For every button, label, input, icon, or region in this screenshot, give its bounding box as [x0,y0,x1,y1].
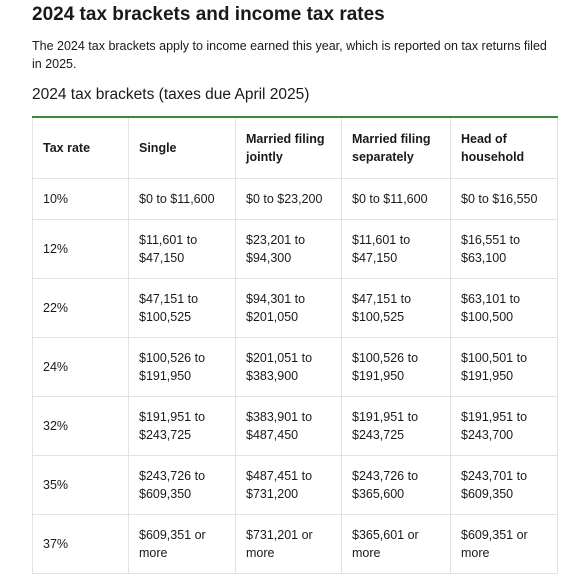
bracket-range: $191,951 to $243,725 [128,396,236,456]
bracket-range: $0 to $11,600 [341,178,451,220]
table-row: 35% $243,726 to $609,350 $487,451 to $731,… [32,455,558,515]
tax-rate: 32% [32,396,129,456]
bracket-range: $191,951 to $243,725 [341,396,451,456]
bracket-range: $47,151 to $100,525 [128,278,236,338]
table-row: 37% $609,351 or more $731,201 or more $365,… [32,514,558,574]
bracket-range: $191,951 to $243,700 [450,396,558,456]
table-caption: 2024 tax brackets (taxes due April 2025) [32,86,310,103]
bracket-range: $63,101 to $100,500 [450,278,558,338]
tax-rate: 10% [32,178,129,220]
bracket-range: $201,051 to $383,900 [235,337,342,397]
table-row: 32% $191,951 to $243,725 $383,901 to $487,… [32,396,558,456]
bracket-range: $100,526 to $191,950 [128,337,236,397]
table-row: 10% $0 to $11,600 $0 to $23,200 $0 to $11,6… [32,178,558,220]
bracket-range: $0 to $16,550 [450,178,558,220]
column-header: Head of household [450,116,558,179]
bracket-range: $487,451 to $731,200 [235,455,342,515]
table-row: 22% $47,151 to $100,525 $94,301 to $201,05… [32,278,558,338]
bracket-range: $100,526 to $191,950 [341,337,451,397]
bracket-range: $11,601 to $47,150 [128,219,236,279]
bracket-range: $0 to $11,600 [128,178,236,220]
tax-rate: 24% [32,337,129,397]
table-row: 12% $11,601 to $47,150 $23,201 to $94,300 $… [32,219,558,279]
bracket-range: $0 to $23,200 [235,178,342,220]
table-body: 10% $0 to $11,600 $0 to $23,200 $0 to $11,6… [32,178,558,574]
bracket-range: $100,501 to $191,950 [450,337,558,397]
bracket-range: $243,726 to $365,600 [341,455,451,515]
bracket-range: $609,351 or more [128,514,236,574]
bracket-range: $16,551 to $63,100 [450,219,558,279]
bracket-range: $243,726 to $609,350 [128,455,236,515]
bracket-range: $94,301 to $201,050 [235,278,342,338]
bracket-range: $365,601 or more [341,514,451,574]
bracket-range: $243,701 to $609,350 [450,455,558,515]
bracket-range: $11,601 to $47,150 [341,219,451,279]
tax-table: Tax rate Single Married filing jointly Marr… [32,116,558,574]
bracket-range: $23,201 to $94,300 [235,219,342,279]
bracket-range: $47,151 to $100,525 [341,278,451,338]
intro: The 2024 tax brackets apply to income ea… [32,39,547,71]
tax-rate: 12% [32,219,129,279]
title: 2024 tax brackets and income tax rates [32,4,385,25]
tax-rate: 37% [32,514,129,574]
table-head: Tax rate Single Married filing jointly Marr… [32,116,558,179]
bracket-range: $731,201 or more [235,514,342,574]
column-header: Married filing jointly [235,116,342,179]
tax-rate: 22% [32,278,129,338]
bracket-range: $609,351 or more [450,514,558,574]
column-header: Tax rate [32,116,129,179]
bracket-range: $383,901 to $487,450 [235,396,342,456]
column-header: Single [128,116,236,179]
header-row: Tax rate Single Married filing jointly Marr… [32,116,558,179]
column-header: Married filing separately [341,116,451,179]
table-row: 24% $100,526 to $191,950 $201,051 to $383,… [32,337,558,397]
tax-rate: 35% [32,455,129,515]
